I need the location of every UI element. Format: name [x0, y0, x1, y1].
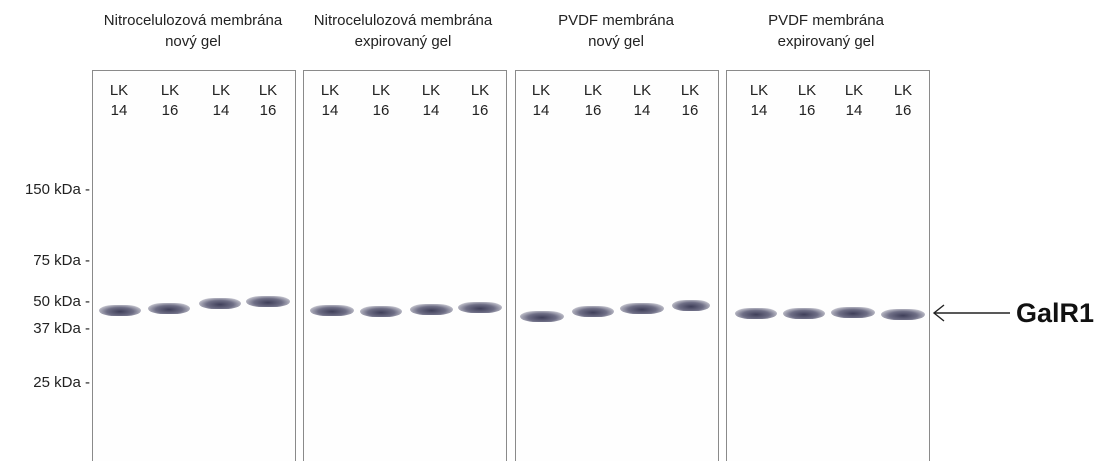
blot-panel-4: LK 14 LK 16 LK 14 LK 16 — [726, 70, 930, 461]
panel-title-4-line2: expirovaný gel — [777, 33, 875, 50]
lane-label: LK 14 — [834, 81, 874, 121]
lane-label-line1: LK — [583, 82, 603, 99]
protein-band — [310, 305, 354, 316]
panel-title-1-line1: Nitrocelulozová membrána — [103, 12, 283, 29]
protein-band — [199, 298, 241, 309]
lane-label-line2: 16 — [471, 102, 489, 119]
lane-label-line1: LK — [470, 82, 490, 99]
lane-label: LK 16 — [460, 81, 500, 121]
protein-band — [783, 308, 825, 319]
lane-label-line2: 14 — [633, 102, 651, 119]
lane-label: LK 16 — [361, 81, 401, 121]
lane-label: LK 14 — [310, 81, 350, 121]
lane-label-line1: LK — [844, 82, 864, 99]
marker-150kda: 150 kDa - — [24, 181, 90, 198]
panel-title-3-line2: nový gel — [588, 33, 644, 50]
lane-label: LK 16 — [248, 81, 288, 121]
lane-label-line1: LK — [160, 82, 180, 99]
lane-label-line2: 14 — [845, 102, 863, 119]
protein-band — [572, 306, 614, 317]
panel-title-2: Nitrocelulozová membrána expirovaný gel — [298, 10, 508, 52]
protein-band — [410, 304, 453, 315]
lane-label: LK 14 — [201, 81, 241, 121]
lane-label-line2: 16 — [161, 102, 179, 119]
marker-37kda: 37 kDa - — [33, 320, 90, 337]
lane-label: LK 16 — [670, 81, 710, 121]
lane-label-line1: LK — [531, 82, 551, 99]
lane-label-line2: 14 — [110, 102, 128, 119]
lane-label: LK 16 — [883, 81, 923, 121]
lane-label-line2: 16 — [259, 102, 277, 119]
blot-panel-2: LK 14 LK 16 LK 14 LK 16 — [303, 70, 507, 461]
protein-band — [360, 306, 402, 317]
panel-title-4: PVDF membrána expirovaný gel — [721, 10, 931, 52]
panel-title-3-line1: PVDF membrána — [558, 12, 674, 29]
protein-band — [881, 309, 925, 320]
blot-panel-1: LK 14 LK 16 LK 14 LK 16 — [92, 70, 296, 461]
arrow-left-icon — [932, 304, 1010, 322]
panel-title-2-line1: Nitrocelulozová membrána — [313, 12, 493, 29]
protein-band — [672, 300, 710, 311]
lane-label-line1: LK — [680, 82, 700, 99]
lane-label-line1: LK — [797, 82, 817, 99]
lane-label-line1: LK — [421, 82, 441, 99]
lane-label: LK 14 — [99, 81, 139, 121]
lane-label: LK 16 — [150, 81, 190, 121]
lane-label-line1: LK — [211, 82, 231, 99]
lane-label-line1: LK — [749, 82, 769, 99]
protein-band — [520, 311, 564, 322]
lane-label: LK 14 — [411, 81, 451, 121]
lane-label-line2: 14 — [750, 102, 768, 119]
protein-band — [620, 303, 664, 314]
lane-label: LK 14 — [739, 81, 779, 121]
panel-title-2-line2: expirovaný gel — [354, 33, 452, 50]
lane-label: LK 14 — [622, 81, 662, 121]
target-annotation: GalR1 — [930, 296, 1102, 330]
lane-label-line2: 14 — [321, 102, 339, 119]
marker-75kda: 75 kDa - — [33, 252, 90, 269]
lane-label-line1: LK — [258, 82, 278, 99]
lane-label: LK 16 — [787, 81, 827, 121]
lane-label-line1: LK — [320, 82, 340, 99]
lane-label: LK 14 — [521, 81, 561, 121]
protein-band — [458, 302, 502, 313]
lane-label-line2: 14 — [212, 102, 230, 119]
marker-50kda: 50 kDa - — [33, 293, 90, 310]
panel-title-1: Nitrocelulozová membrána nový gel — [88, 10, 298, 52]
lane-label-line2: 16 — [894, 102, 912, 119]
protein-band — [148, 303, 190, 314]
protein-band — [99, 305, 141, 316]
lane-label-line2: 14 — [422, 102, 440, 119]
lane-label-line1: LK — [893, 82, 913, 99]
lane-label-line1: LK — [632, 82, 652, 99]
panel-title-1-line2: nový gel — [165, 33, 221, 50]
protein-band — [831, 307, 875, 318]
protein-band — [735, 308, 777, 319]
target-label: GalR1 — [1016, 298, 1095, 328]
marker-25kda: 25 kDa - — [33, 374, 90, 391]
protein-band — [246, 296, 290, 307]
lane-label: LK 16 — [573, 81, 613, 121]
panel-title-3: PVDF membrána nový gel — [511, 10, 721, 52]
blot-panel-3: LK 14 LK 16 LK 14 LK 16 — [515, 70, 719, 461]
lane-label-line2: 16 — [681, 102, 699, 119]
lane-label-line2: 16 — [798, 102, 816, 119]
lane-label-line1: LK — [371, 82, 391, 99]
lane-label-line2: 14 — [532, 102, 550, 119]
lane-label-line1: LK — [109, 82, 129, 99]
lane-label-line2: 16 — [584, 102, 602, 119]
lane-label-line2: 16 — [372, 102, 390, 119]
panel-title-4-line1: PVDF membrána — [768, 12, 884, 29]
